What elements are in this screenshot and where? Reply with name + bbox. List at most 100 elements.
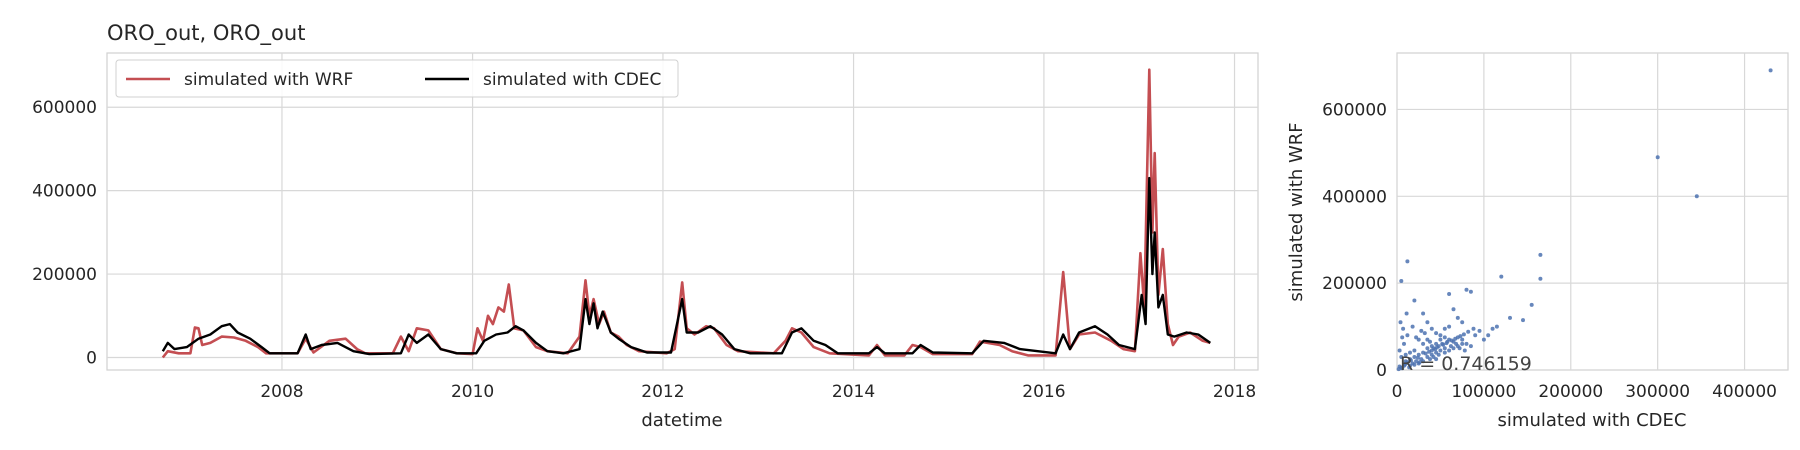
scatter-point — [1499, 274, 1504, 279]
scatter-point — [1438, 337, 1443, 342]
scatter-point — [1412, 298, 1417, 303]
scatter-y-tick-label: 400000 — [1322, 187, 1387, 207]
scatter-x-tick-label: 300000 — [1625, 382, 1690, 402]
scatter-point — [1410, 324, 1415, 329]
scatter-point — [1412, 355, 1417, 359]
scatter-point — [1407, 365, 1412, 370]
scatter-x-tick-label: 400000 — [1712, 382, 1777, 402]
scatter-point — [1453, 336, 1458, 341]
scatter-point — [1460, 337, 1465, 342]
scatter-point — [1464, 341, 1469, 346]
scatter-point — [1412, 348, 1417, 353]
scatter-point — [1416, 352, 1421, 357]
scatter-point — [1428, 357, 1432, 362]
scatter-point — [1403, 352, 1408, 357]
legend-label-cdec: simulated with CDEC — [483, 70, 661, 90]
scatter-point — [1425, 320, 1430, 325]
scatter-point — [1419, 328, 1424, 333]
scatter-point — [1466, 329, 1471, 334]
timeseries-x-tick-label: 2008 — [260, 382, 303, 402]
scatter-point — [1694, 194, 1699, 199]
timeseries-y-tick-label: 600000 — [32, 98, 97, 118]
scatter-point — [1399, 279, 1404, 283]
scatter-point — [1468, 289, 1473, 294]
scatter-point — [1471, 326, 1476, 331]
scatter-y-tick-label: 200000 — [1322, 274, 1387, 294]
scatter-point — [1449, 338, 1454, 343]
scatter-y-tick-label: 600000 — [1322, 100, 1387, 120]
scatter-point — [1423, 351, 1428, 356]
scatter-point — [1441, 342, 1446, 347]
scatter-point — [1442, 326, 1447, 331]
scatter-point — [1447, 348, 1452, 353]
timeseries-x-tick-label: 2012 — [641, 382, 684, 402]
timeseries-y-tick-label: 0 — [86, 348, 97, 368]
timeseries-x-tick-label: 2016 — [1022, 382, 1065, 402]
scatter-point — [1429, 326, 1434, 331]
scatter-point — [1447, 292, 1452, 296]
scatter-point — [1408, 358, 1413, 363]
timeseries-x-axis-label: datetime — [641, 410, 722, 431]
scatter-point — [1468, 344, 1473, 349]
scatter-point — [1538, 276, 1543, 281]
scatter-point — [1460, 320, 1465, 325]
scatter-point — [1473, 333, 1478, 338]
legend-box — [115, 59, 679, 98]
timeseries-x-tick-label: 2018 — [1213, 382, 1256, 402]
scatter-point — [1402, 341, 1406, 346]
scatter-point — [1447, 324, 1452, 329]
scatter-point — [1460, 341, 1465, 346]
scatter-grid — [1396, 53, 1788, 371]
scatter-point — [1401, 326, 1406, 331]
scatter-point — [1462, 348, 1467, 353]
scatter-point — [1455, 344, 1460, 349]
timeseries-plot-area — [106, 52, 1259, 371]
scatter-x-tick-label: 100000 — [1451, 382, 1516, 402]
scatter-point — [1414, 335, 1419, 340]
scatter-point — [1434, 331, 1439, 336]
scatter-x-tick-label: 0 — [1392, 382, 1403, 402]
scatter-point — [1417, 360, 1422, 365]
scatter-point — [1477, 328, 1482, 333]
scatter-point — [1434, 357, 1439, 362]
scatter-point — [1405, 259, 1410, 264]
legend-label-wrf: simulated with WRF — [184, 70, 353, 90]
scatter-point — [1438, 348, 1443, 353]
scatter-y-axis-label: simulated with WRF — [1286, 122, 1307, 301]
scatter-point — [1421, 359, 1426, 364]
scatter-point — [1529, 302, 1534, 307]
scatter-point — [1481, 337, 1486, 342]
timeseries-lines — [161, 68, 1211, 359]
timeseries-title: ORO_out, ORO_out — [107, 21, 305, 46]
scatter-point — [1400, 335, 1405, 340]
timeseries-chart: 0 200000 400000 600000 2008 2010 2012 2014 2016… — [32, 21, 1259, 431]
scatter-plot-area — [1396, 52, 1789, 371]
scatter-point — [1461, 332, 1466, 337]
scatter-point — [1421, 311, 1426, 316]
scatter-point — [1494, 324, 1499, 329]
scatter-point — [1444, 341, 1449, 346]
scatter-point — [1402, 362, 1407, 367]
scatter-point — [1442, 350, 1447, 355]
scatter-point — [1398, 320, 1403, 325]
timeseries-y-tick-label: 400000 — [32, 182, 97, 202]
scatter-point — [1422, 331, 1427, 336]
scatter-point — [1415, 355, 1420, 360]
scatter-point — [1442, 335, 1447, 340]
scatter-point — [1427, 349, 1432, 354]
timeseries-y-ticks: 0 200000 400000 600000 — [32, 98, 97, 368]
scatter-points — [1396, 68, 1773, 372]
scatter-point — [1408, 350, 1412, 355]
timeseries-x-tick-label: 2010 — [451, 382, 494, 402]
scatter-point — [1399, 355, 1404, 359]
scatter-point — [1486, 333, 1491, 338]
scatter-x-axis-label: simulated with CDEC — [1498, 410, 1687, 431]
scatter-point — [1438, 333, 1443, 338]
series-line-cdec — [161, 176, 1211, 356]
timeseries-y-tick-label: 200000 — [32, 265, 97, 285]
timeseries-legend: simulated with WRF simulated with CDEC — [115, 59, 679, 98]
timeseries-x-ticks: 2008 2010 2012 2014 2016 2018 — [260, 382, 1256, 402]
scatter-point — [1421, 341, 1426, 346]
scatter-x-tick-label: 200000 — [1538, 382, 1603, 402]
